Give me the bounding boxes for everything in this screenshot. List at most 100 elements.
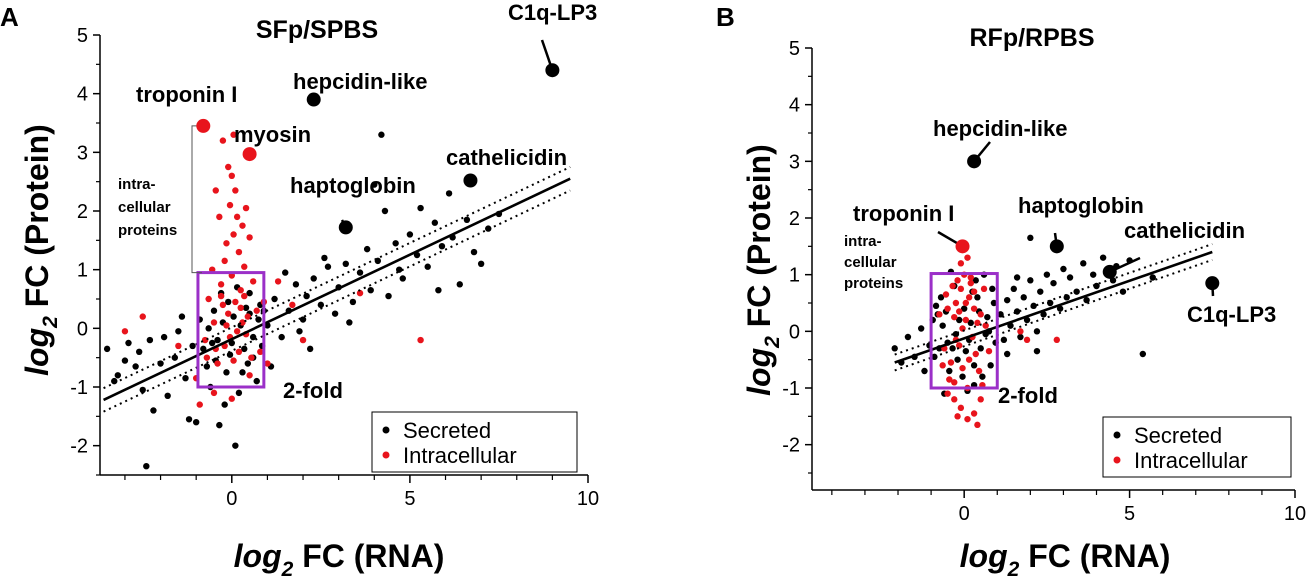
panel-a-secreted-point-1 [114,372,122,379]
panel-b-intracellular-point-44 [970,288,978,295]
panel-a-secreted-point-60 [463,216,471,223]
panel-a-y-axis-label: log2 FC (Protein) [19,124,62,376]
panel-b-intracellular-point-21 [947,359,955,366]
panel-a-x-tick-label-0: 0 [226,488,237,510]
panel-a-myosin-label: myosin [234,122,311,147]
panel-a-secreted-point-59 [456,281,463,288]
panel-a-intracellular-point-49 [356,289,364,297]
panel-b-regression-line [894,250,1213,364]
panel-b-intracellular-point-47 [944,305,951,312]
panel-a-intracellular-point-0 [121,328,129,335]
panel-a-x-tick-label-10: 10 [577,488,599,510]
panel-a-troponin-i-label: troponin I [136,82,237,107]
panel-b-haptoglobin-marker [1049,239,1064,254]
panel-a-c1q-lp3-label: C1q-LP3 [508,0,597,25]
panel-a-intracellular-point-17 [221,257,228,265]
panel-b-intracellular-point-9 [954,277,961,284]
panel-a-secreted-point-35 [317,301,325,309]
panel-a-secreted-point-31 [292,281,300,288]
panel-a-annotations: 2-fold intra-cellular proteins C1q-LP3 hepci… [103,0,597,473]
panel-a-secreted-point-94 [230,313,237,320]
panel-a-secreted-point-7 [150,407,157,414]
panel-b-cathelicidin-label: cathelicidin [1124,218,1245,243]
panel-a-intracellular-point-30 [228,395,235,402]
panel-a-secreted-point-68 [306,345,314,353]
panel-b-secreted-point-7 [997,311,1004,318]
panel-b-secreted-point-27 [1066,274,1074,281]
panel-a-intracellular-point-39 [249,278,257,285]
panel-b-intracellular-point-23 [946,376,953,383]
panel-a-secreted-point-41 [356,269,364,276]
panel-b-intracellular-point-46 [977,311,984,318]
panel-b-intracellular-point-29 [939,362,946,369]
panel-b-secreted-point-16 [1027,277,1034,284]
panel-a-hepcidin-like-marker [306,92,321,107]
panel-a-secreted-point-34 [310,275,317,282]
panel-a-secreted-point-100 [226,351,234,358]
panel-a-secreted-point-57 [445,190,453,197]
panel-a-intracellular-point-41 [205,295,212,303]
panel-a-intracellular-point-28 [246,372,253,379]
panel-a-secreted-point-49 [392,240,399,247]
panel-a-cathelicidin-label: cathelicidin [446,145,567,170]
panel-a-intracellular-point-33 [230,131,237,138]
panel-a-intracellular-point-53 [237,304,244,311]
panel-a-secreted-point-83 [235,389,243,397]
panel-b-intracellular-point-43 [959,364,966,372]
panel-a-legend-box [371,411,578,473]
panel-a-intracellular-point-46 [274,278,282,285]
panel-b-secreted-point-9 [1003,296,1011,304]
panel-b-c1q-lp3-label: C1q-LP3 [1187,302,1276,327]
panel-a-secreted-point-2 [121,357,129,364]
panel-a-c1q-lp3-marker [545,63,560,78]
panel-b-secreted-point-71 [962,347,970,355]
panel-a-points [103,131,503,470]
panel-a-x-tick-label-5: 5 [404,488,415,510]
panel-a-y-tick-label--2: -2 [70,436,88,458]
panel-a-y-tick-label-4: 4 [77,84,88,106]
panel-b-intracellular-point-39 [1053,336,1061,344]
panel-a-two-fold-box [196,271,266,389]
panel-b-intracellular-point-1 [957,404,965,412]
panel-b-y-tick-label-5: 5 [789,38,800,60]
panel-a-intracellular-point-18 [241,263,248,270]
panel-b-secreted-point-32 [1093,282,1100,290]
panel-a-y-tick-label-2: 2 [77,201,88,223]
panel-a-intracellular-point-5 [210,319,218,326]
panel-b-secreted-point-79 [972,277,979,284]
panel-a-intracellular-point-57 [248,354,255,361]
panel-a-title: SFp/SPBS [256,16,378,44]
panel-b-intracellular-point-42 [962,299,970,307]
panel-b-secreted-point-41 [1013,274,1021,281]
panel-a-intracellular-point-42 [257,348,264,355]
panel-a-secreted-point-11 [175,328,182,335]
panel-a-intracellular-point-31 [196,401,203,408]
panel-a-secreted-point-46 [378,131,385,138]
panel-a-secreted-point-44 [371,181,378,188]
panel-a-axes: -2 -1 0 1 2 3 4 5 0 5 10 [70,25,599,510]
panel-a: A SFp/SPBS -2 -1 0 1 2 3 4 5 0 5 10 2-fold intra-ce… [0,0,599,581]
panel-b-axes: -2 -1 0 1 2 3 4 5 0 5 10 [782,38,1306,525]
panel-b-secreted-point-68 [939,322,946,329]
panel-b-intracellular-point-13 [952,299,960,307]
panel-b-secreted-point-52 [954,356,961,363]
panel-a-secreted-point-56 [438,243,446,250]
panel-b-intracellular-point-49 [1017,328,1024,335]
panel-b-secreted-point-60 [970,362,978,369]
panel-b-intracellular-point-33 [964,254,971,261]
panel-b-secreted-point-4 [917,325,925,332]
panel-a-secreted-point-81 [132,363,139,370]
panel-a-secreted-point-70 [282,269,289,276]
panel-b-intracellular-point-3 [970,410,978,417]
panel-a-intracellular-point-34 [216,213,223,221]
panel-b-secreted-point-49 [974,294,981,301]
panel-b-secreted-point-26 [1063,294,1070,301]
panel-b-y-tick-label-4: 4 [789,95,800,117]
panel-b-intracellular-point-25 [942,291,950,298]
panel-a-intracellular-point-45 [264,360,271,367]
panel-b-troponin-i-label: troponin I [853,201,954,226]
panel-b-secreted-point-42 [1033,347,1041,355]
panel-b-y-tick-label-2: 2 [789,208,800,230]
panel-a-secreted-point-6 [146,336,154,344]
